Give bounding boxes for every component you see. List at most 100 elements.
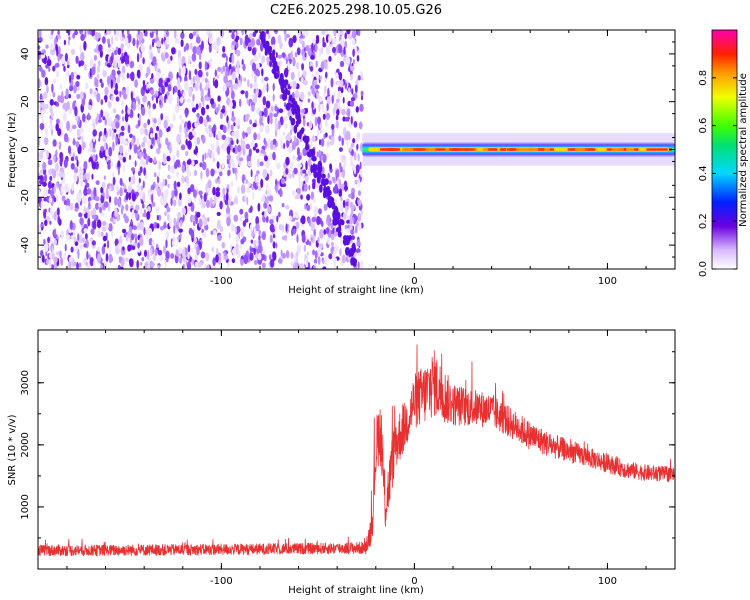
noise-speck — [125, 55, 128, 65]
noise-speck — [191, 53, 197, 62]
noise-speck — [233, 122, 236, 127]
noise-speck — [242, 220, 247, 228]
noise-speck — [38, 37, 43, 43]
noise-speck — [176, 171, 179, 178]
noise-speck — [87, 210, 91, 220]
noise-speck — [344, 82, 347, 90]
noise-speck — [318, 47, 322, 57]
noise-speck — [151, 239, 155, 246]
noise-speck — [153, 156, 157, 164]
noise-speck — [147, 249, 150, 260]
ridge-speck — [280, 84, 285, 94]
noise-speck — [55, 162, 59, 172]
noise-speck — [194, 122, 198, 129]
noise-speck — [349, 146, 352, 152]
noise-speck — [303, 244, 306, 252]
noise-speck — [164, 211, 167, 216]
spectrogram-panel: -100 0 100 -40 -20 0 20 40 Height of straight l… — [7, 29, 676, 296]
noise-speck — [130, 218, 133, 226]
noise-speck — [128, 154, 132, 160]
noise-speck — [93, 91, 97, 97]
noise-speck — [180, 219, 183, 227]
noise-speck — [125, 104, 128, 115]
noise-speck — [79, 127, 84, 134]
noise-speck — [341, 254, 346, 264]
noise-speck — [318, 103, 321, 113]
noise-speck — [123, 188, 128, 193]
noise-speck — [117, 166, 120, 176]
noise-speck — [83, 228, 88, 233]
noise-speck — [82, 113, 86, 123]
noise-speck — [139, 221, 144, 231]
noise-speck — [292, 80, 297, 90]
noise-speck — [77, 233, 80, 241]
noise-speck — [202, 203, 207, 208]
noise-speck — [299, 263, 304, 269]
noise-speck — [114, 207, 118, 218]
ridge-speck — [281, 78, 285, 84]
noise-speck — [122, 246, 125, 251]
noise-speck — [258, 229, 262, 236]
noise-speck — [90, 228, 95, 235]
noise-speck — [302, 40, 305, 50]
noise-speck — [174, 37, 180, 44]
noise-speck — [100, 186, 104, 194]
noise-speck — [312, 38, 316, 45]
noise-speck — [298, 180, 303, 188]
noise-speck — [249, 223, 253, 234]
noise-speck — [255, 175, 259, 183]
noise-speck — [237, 144, 242, 153]
noise-speck — [119, 235, 123, 245]
noise-speck — [339, 38, 345, 46]
noise-speck — [147, 187, 151, 197]
noise-speck — [340, 235, 344, 245]
noise-speck — [122, 164, 125, 174]
noise-speck — [121, 109, 124, 115]
noise-speck — [136, 182, 141, 193]
noise-speck — [303, 183, 308, 192]
noise-speck — [207, 179, 212, 189]
noise-speck — [222, 84, 227, 92]
noise-speck — [275, 178, 278, 187]
noise-speck — [319, 75, 323, 80]
noise-speck — [327, 172, 330, 179]
noise-speck — [354, 225, 358, 234]
noise-speck — [239, 37, 243, 46]
band-hot-segment — [527, 148, 539, 151]
noise-speck — [357, 261, 360, 269]
noise-speck — [44, 77, 49, 86]
noise-speck — [146, 232, 149, 242]
noise-speck — [194, 159, 198, 165]
noise-speck — [150, 184, 155, 191]
noise-speck — [179, 123, 182, 134]
noise-speck — [98, 137, 101, 142]
noise-speck — [230, 124, 234, 131]
noise-speck — [46, 85, 49, 94]
noise-speck — [178, 247, 183, 254]
noise-speck — [261, 68, 264, 77]
noise-speck — [279, 187, 283, 198]
noise-speck — [247, 79, 250, 87]
noise-speck — [328, 34, 332, 43]
noise-speck — [342, 169, 345, 179]
noise-speck — [350, 155, 353, 163]
noise-speck — [316, 183, 319, 188]
band-hot-segment — [540, 148, 550, 151]
noise-speck — [236, 118, 241, 127]
noise-speck — [306, 204, 311, 211]
noise-speck — [198, 190, 203, 195]
noise-speck — [198, 218, 203, 228]
noise-speck — [119, 177, 123, 186]
noise-speck — [329, 163, 333, 171]
noise-speck — [318, 247, 321, 257]
noise-speck — [41, 102, 46, 112]
snr-panel: -100 0 100 1000 2000 3000 Height of straight … — [7, 329, 676, 596]
noise-speck — [64, 52, 68, 62]
noise-speck — [115, 184, 119, 193]
noise-speck — [217, 130, 222, 140]
band-hot-segment — [509, 148, 515, 151]
noise-speck — [285, 250, 290, 259]
x-tick-label: 100 — [598, 576, 617, 587]
band-hot-segment — [656, 148, 668, 151]
noise-speck — [50, 189, 54, 197]
